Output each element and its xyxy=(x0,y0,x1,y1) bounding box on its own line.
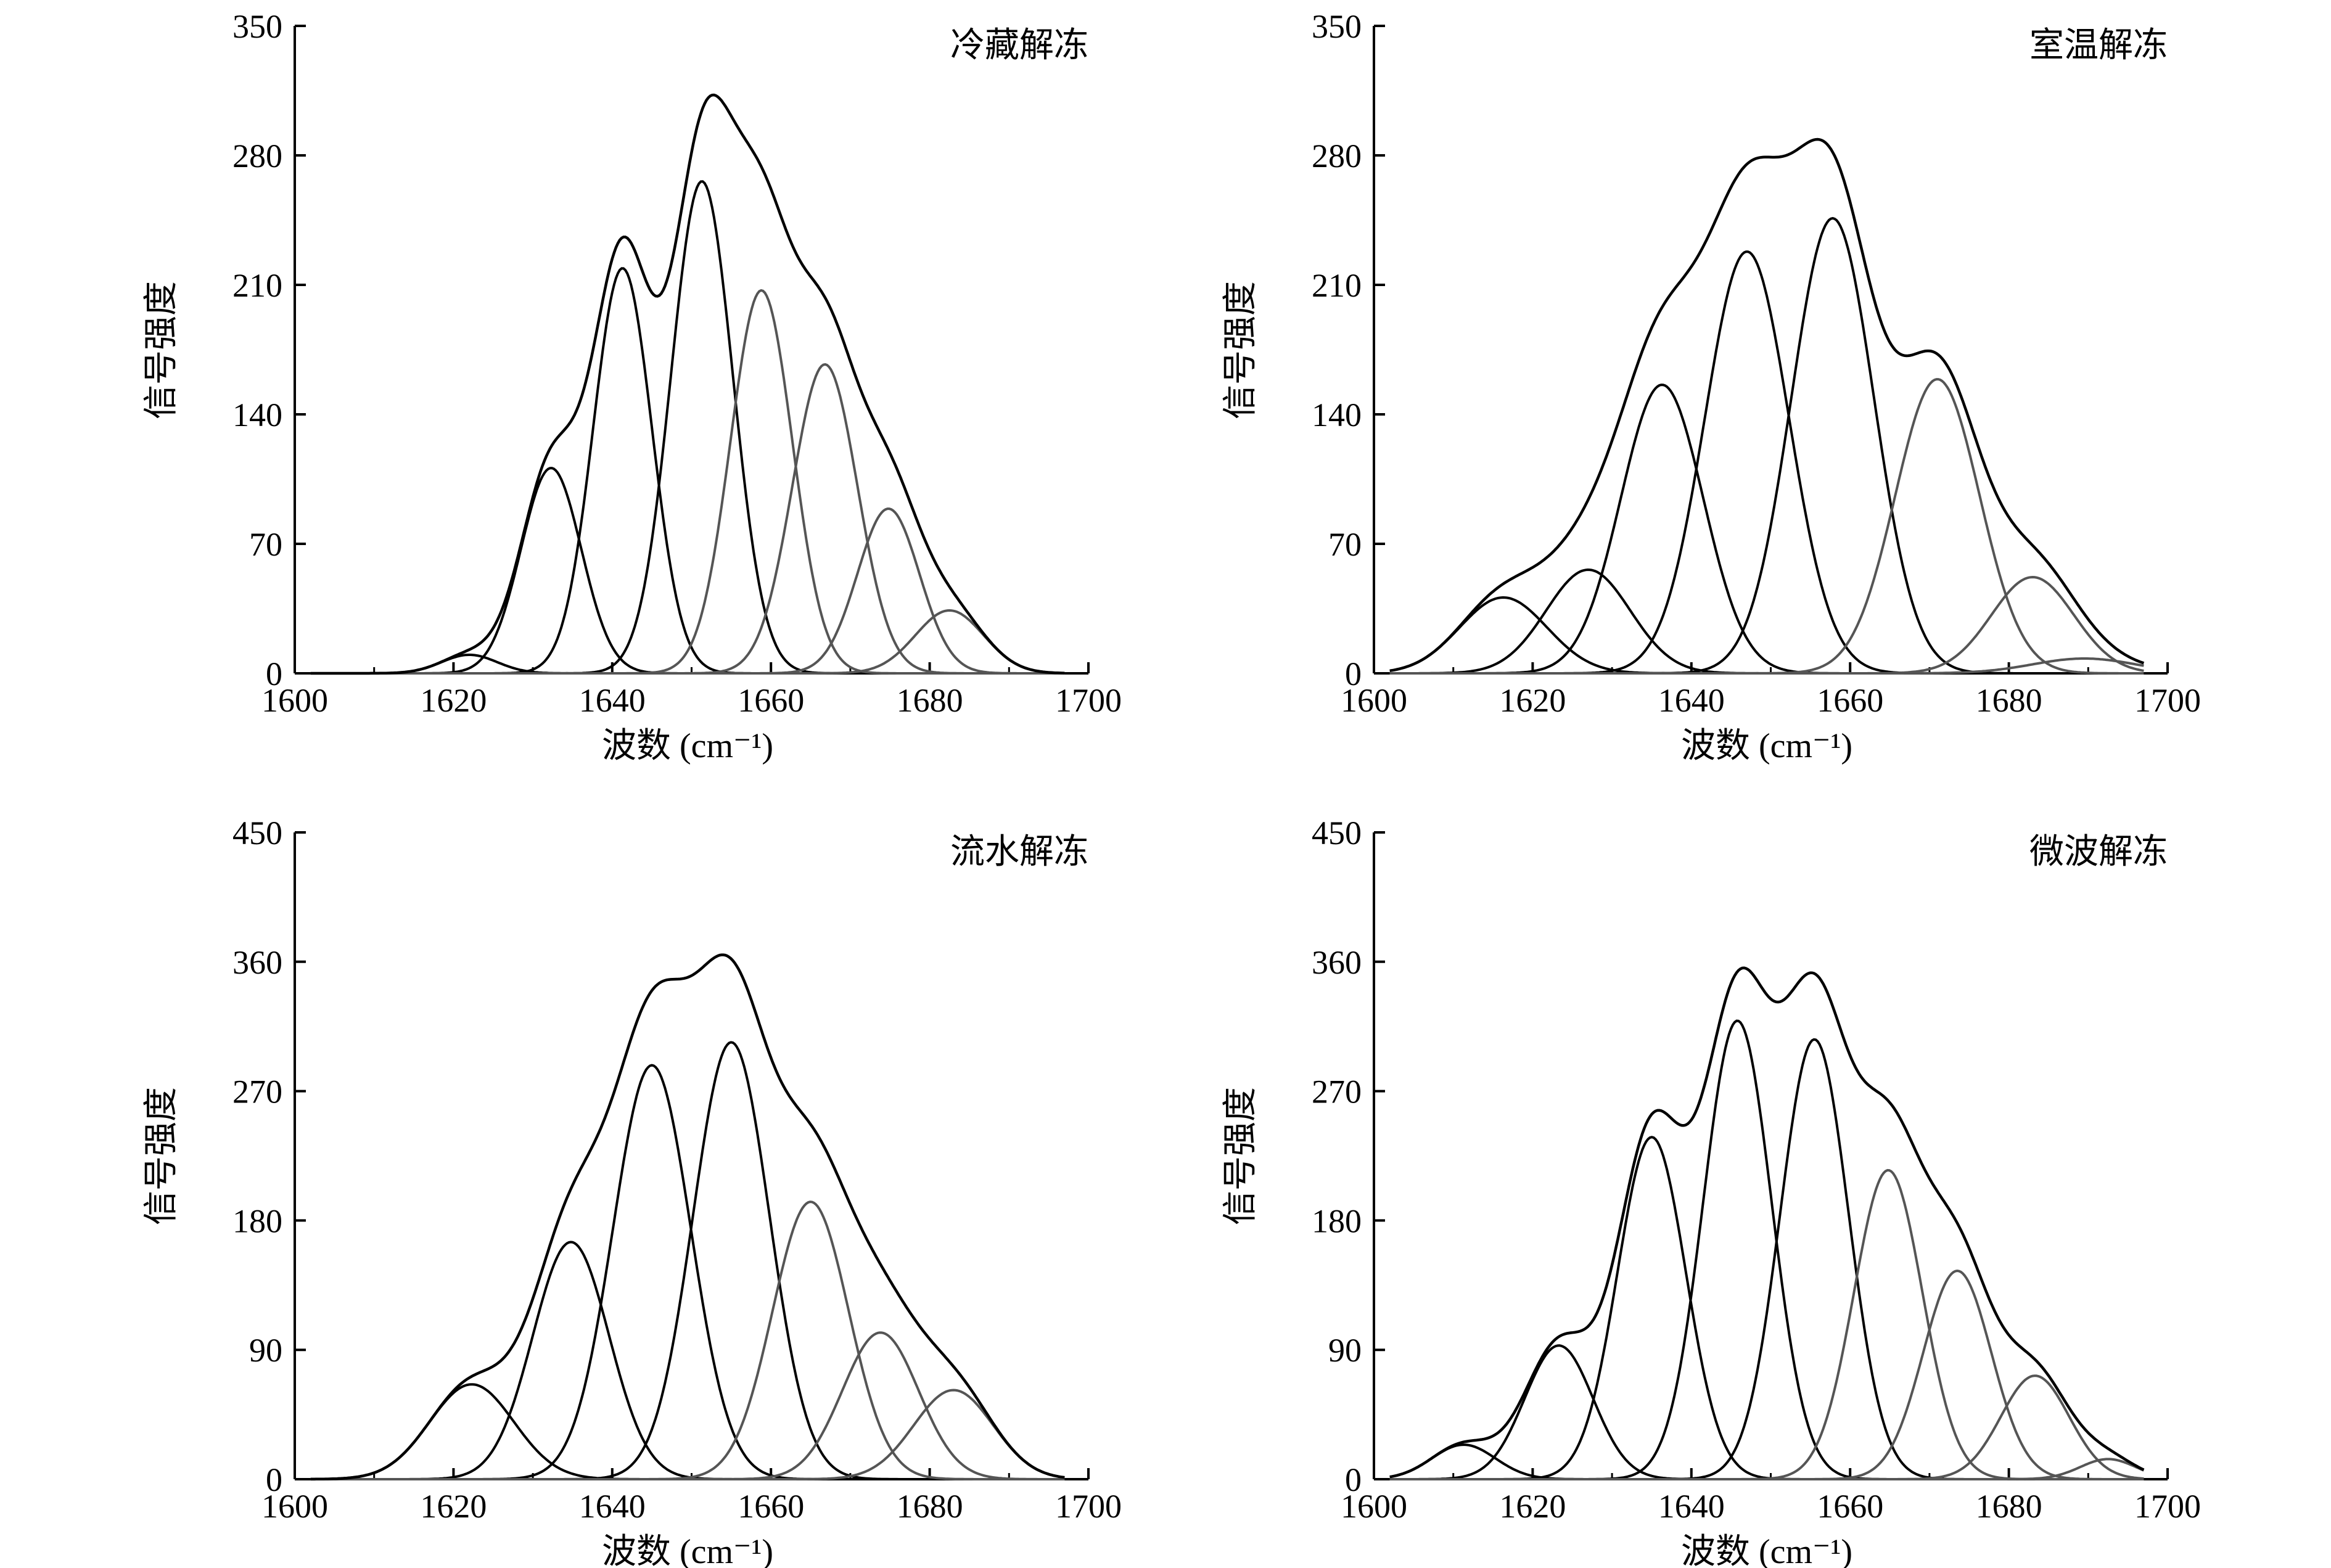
panel-0: 冷藏解冻 波数 (cm⁻¹) 信号强度 1600 1620 1640 1660 1680… xyxy=(142,8,1122,765)
panel-1-fitted-envelope xyxy=(1389,138,2145,673)
panel-0-x-tick-label: 1600 xyxy=(261,682,328,719)
panel-1-x-tick-label: 1680 xyxy=(1976,682,2042,719)
panel-1-y-tick-label: 70 xyxy=(1328,526,1362,563)
panel-2: 流水解冻 波数 (cm⁻¹) 信号强度 1600 1620 1640 1660 1680… xyxy=(142,815,1122,1568)
panel-2-fitted-envelope xyxy=(310,953,1065,1481)
panel-2-title: 流水解冻 xyxy=(950,833,1088,871)
panel-0-component-peak-2 xyxy=(310,467,1065,675)
panel-2-x-tick-label: 1600 xyxy=(261,1488,328,1525)
panel-2-y-tick-label: 180 xyxy=(232,1202,282,1239)
panel-3-y-tick-label: 180 xyxy=(1312,1202,1362,1239)
panel-1: 室温解冻 波数 (cm⁻¹) 信号强度 1600 1620 1640 1660 1680… xyxy=(1222,8,2201,765)
panel-0-y-tick-label: 70 xyxy=(249,526,282,563)
panel-2-component-peak-4 xyxy=(310,1041,1065,1480)
panel-1-ylabel: 信号强度 xyxy=(1222,281,1260,419)
panel-3-xlabel: 波数 (cm⁻¹) xyxy=(1681,1533,1852,1568)
panel-3-y-tick-label: 450 xyxy=(1312,815,1362,852)
panel-2-component-peak-5 xyxy=(310,1201,1065,1480)
panel-1-title: 室温解冻 xyxy=(2029,27,2168,65)
panel-3-x-tick-label: 1700 xyxy=(2134,1488,2201,1525)
panel-3-y-tick-label: 90 xyxy=(1328,1332,1362,1369)
panel-0-ylabel: 信号强度 xyxy=(142,281,181,419)
panel-2-ylabel: 信号强度 xyxy=(142,1087,181,1225)
panel-3-ylabel: 信号强度 xyxy=(1222,1087,1260,1225)
panel-1-y-tick-label: 140 xyxy=(1312,396,1362,433)
panel-1-component-peak-8 xyxy=(1389,657,2144,675)
panel-3-title: 微波解冻 xyxy=(2029,833,2168,871)
panel-1-xlabel: 波数 (cm⁻¹) xyxy=(1681,727,1852,765)
panel-3-component-peak-7 xyxy=(1389,1269,2144,1480)
panel-0-title: 冷藏解冻 xyxy=(950,27,1088,65)
panel-3-fitted-envelope xyxy=(1389,966,2145,1479)
panel-2-x-tick-label: 1640 xyxy=(579,1488,646,1525)
panel-0-fitted-envelope xyxy=(310,93,1065,675)
panel-2-y-tick-label: 450 xyxy=(232,815,282,852)
panel-2-y-tick-label: 0 xyxy=(266,1461,282,1498)
panel-3-x-tick-label: 1640 xyxy=(1658,1488,1725,1525)
panel-2-y-tick-label: 90 xyxy=(249,1332,282,1369)
panel-2-x-tick-label: 1700 xyxy=(1055,1488,1122,1525)
panel-3: 微波解冻 波数 (cm⁻¹) 信号强度 1600 1620 1640 1660 1680… xyxy=(1222,815,2201,1568)
panel-0-y-tick-label: 350 xyxy=(232,8,282,45)
panel-3-y-tick-label: 270 xyxy=(1312,1073,1362,1110)
panel-0-x-tick-label: 1680 xyxy=(897,682,963,719)
panel-1-x-tick-label: 1600 xyxy=(1341,682,1407,719)
panel-0-xlabel: 波数 (cm⁻¹) xyxy=(602,727,773,765)
panel-2-x-tick-label: 1680 xyxy=(897,1488,963,1525)
panel-3-component-peak-5 xyxy=(1389,1038,2144,1480)
panel-2-y-tick-label: 270 xyxy=(232,1073,282,1110)
panel-0-component-peak-3 xyxy=(310,267,1065,675)
panel-1-x-tick-label: 1660 xyxy=(1817,682,1883,719)
panel-2-xlabel: 波数 (cm⁻¹) xyxy=(602,1533,773,1568)
panel-1-component-peak-3 xyxy=(1389,384,2144,675)
panel-3-y-tick-label: 0 xyxy=(1345,1461,1362,1498)
panel-3-x-tick-label: 1620 xyxy=(1499,1488,1566,1525)
panel-1-component-peak-4 xyxy=(1389,250,2144,675)
panel-1-component-peak-5 xyxy=(1389,216,2144,675)
panel-1-y-tick-label: 210 xyxy=(1312,267,1362,304)
panel-2-component-peak-2 xyxy=(310,1241,1065,1480)
panel-2-x-tick-label: 1660 xyxy=(738,1488,804,1525)
panel-0-component-peak-4 xyxy=(310,180,1065,675)
panel-3-x-tick-label: 1680 xyxy=(1976,1488,2042,1525)
panel-1-y-tick-label: 0 xyxy=(1345,655,1362,692)
panel-3-component-peak-1 xyxy=(1389,1443,2144,1480)
panel-0-component-peak-8 xyxy=(310,609,1065,675)
panel-0-y-tick-label: 140 xyxy=(232,396,282,433)
panel-2-y-tick-label: 360 xyxy=(232,944,282,981)
panel-1-y-tick-label: 350 xyxy=(1312,8,1362,45)
panel-1-x-tick-label: 1700 xyxy=(2134,682,2201,719)
panel-3-component-peak-9 xyxy=(1389,1458,2145,1480)
panel-1-y-tick-label: 280 xyxy=(1312,138,1362,174)
panel-2-component-peak-7 xyxy=(310,1389,1065,1480)
panel-3-x-tick-label: 1600 xyxy=(1341,1488,1407,1525)
panel-0-component-peak-5 xyxy=(310,289,1065,675)
panel-1-component-peak-6 xyxy=(1389,378,2144,675)
panel-3-component-peak-4 xyxy=(1389,1019,2144,1480)
panel-2-component-peak-6 xyxy=(310,1331,1065,1480)
panel-2-x-tick-label: 1620 xyxy=(420,1488,487,1525)
panel-3-component-peak-6 xyxy=(1389,1168,2144,1480)
panel-1-x-tick-label: 1620 xyxy=(1499,682,1566,719)
panel-0-y-tick-label: 210 xyxy=(232,267,282,304)
panel-3-x-tick-label: 1660 xyxy=(1817,1488,1883,1525)
panel-1-x-tick-label: 1640 xyxy=(1658,682,1725,719)
panel-0-component-peak-1 xyxy=(310,654,1065,675)
panel-0-x-tick-label: 1620 xyxy=(420,682,487,719)
panel-0-y-tick-label: 0 xyxy=(266,655,282,692)
panel-0-x-tick-label: 1700 xyxy=(1055,682,1122,719)
panel-0-x-tick-label: 1640 xyxy=(579,682,646,719)
panel-0-x-tick-label: 1660 xyxy=(738,682,804,719)
panel-0-y-tick-label: 280 xyxy=(232,138,282,174)
panel-3-y-tick-label: 360 xyxy=(1312,944,1362,981)
panel-2-component-peak-3 xyxy=(310,1064,1065,1480)
panel-0-component-peak-6 xyxy=(310,363,1065,675)
